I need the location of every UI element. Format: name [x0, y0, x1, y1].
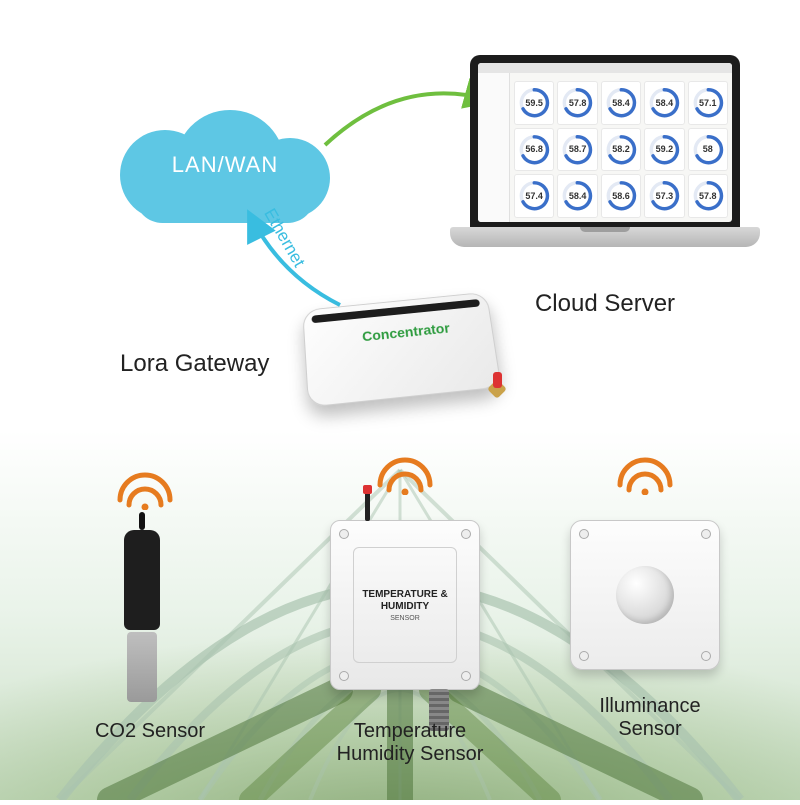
gauge: 59.5: [514, 81, 554, 125]
gauge: 58.4: [601, 81, 641, 125]
cloud-label: LAN/WAN: [120, 152, 330, 178]
gauge: 56.8: [514, 128, 554, 172]
gauge: 58.4: [644, 81, 684, 125]
temp-face-sub: SENSOR: [390, 615, 420, 622]
temp-sensor-label: Temperature Humidity Sensor: [320, 720, 500, 766]
gauge: 57.1: [688, 81, 728, 125]
gauge: 58.2: [601, 128, 641, 172]
wireless-icon: [615, 445, 675, 495]
gauge: 58.6: [601, 174, 641, 218]
gauge: 57.4: [514, 174, 554, 218]
temperature-humidity-sensor: TEMPERATURE & HUMIDITY SENSOR: [330, 520, 480, 690]
co2-sensor: [120, 530, 164, 710]
wireless-icon: [375, 445, 435, 495]
gateway-label: Lora Gateway: [120, 350, 269, 378]
illuminance-sensor: [570, 520, 720, 670]
gauge: 58.7: [557, 128, 597, 172]
gauge: 57.8: [688, 174, 728, 218]
cloud-server-laptop: 59.5 57.8 58.4 58.4 57.1 56.8 58.7 58.2 …: [450, 55, 760, 275]
co2-sensor-label: CO2 Sensor: [80, 720, 220, 743]
gauge: 59.2: [644, 128, 684, 172]
lora-gateway-device: Concentrator: [300, 290, 500, 410]
wireless-icon: [115, 460, 175, 510]
gauge: 58.4: [557, 174, 597, 218]
dashboard-gauge-grid: 59.5 57.8 58.4 58.4 57.1 56.8 58.7 58.2 …: [514, 81, 728, 218]
gauge: 57.3: [644, 174, 684, 218]
temp-face-title: TEMPERATURE & HUMIDITY: [354, 589, 456, 613]
gauge: 57.8: [557, 81, 597, 125]
illuminance-sensor-label: Illuminance Sensor: [575, 695, 725, 741]
gauge: 58: [688, 128, 728, 172]
cloud-server-label: Cloud Server: [490, 290, 720, 318]
